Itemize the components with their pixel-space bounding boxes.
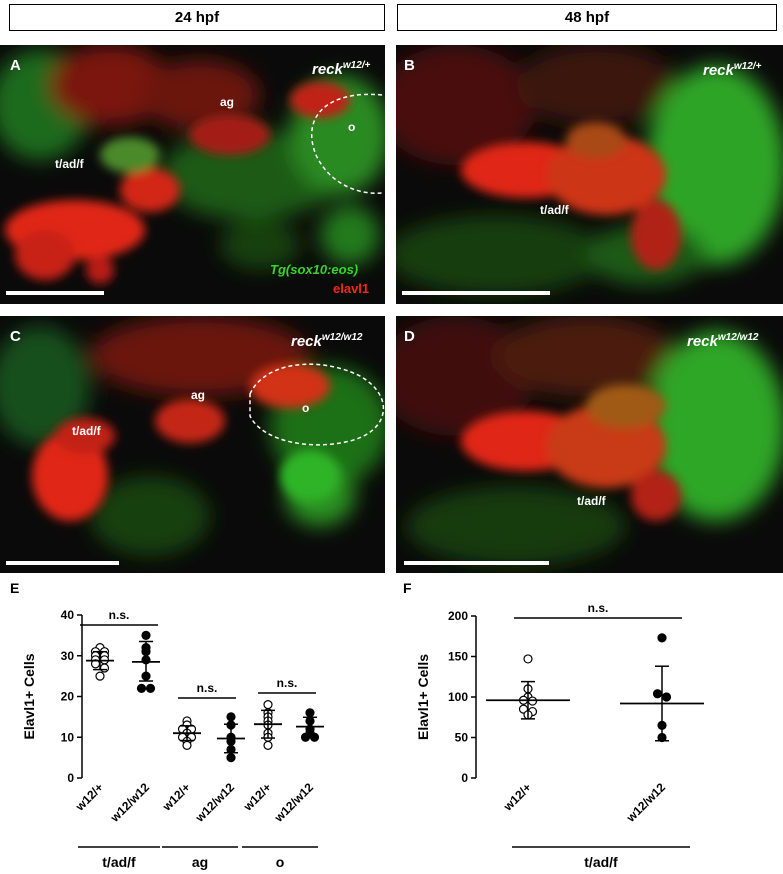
- group-label: ag: [192, 854, 208, 870]
- annotation-tadf: t/ad/f: [55, 157, 84, 171]
- data-point: [95, 671, 105, 681]
- significance-label: n.s.: [197, 681, 218, 695]
- data-point: [652, 689, 663, 699]
- data-point: [141, 630, 151, 640]
- group-label: t/ad/f: [584, 854, 618, 870]
- data-point: [300, 732, 311, 742]
- y-tick-label: 10: [61, 730, 75, 744]
- scale-bar: [402, 291, 550, 295]
- category-label: w12/w12: [192, 780, 237, 825]
- micrograph-panel-c: C reckw12/w12 t/ad/f ag o: [0, 316, 385, 573]
- genotype-label: reckw12/w12: [291, 332, 362, 350]
- y-tick-label: 150: [448, 650, 468, 664]
- y-tick-label: 0: [67, 771, 74, 785]
- scale-bar: [6, 291, 104, 295]
- header-24hpf: 24 hpf: [9, 4, 385, 31]
- data-point: [99, 663, 110, 673]
- annotation-tadf: t/ad/f: [577, 494, 606, 508]
- group-label: o: [276, 854, 285, 870]
- scale-bar: [404, 561, 549, 565]
- y-tick-label: 50: [455, 731, 469, 745]
- legend-green: Tg(sox10:eos): [270, 262, 359, 277]
- data-point: [305, 708, 315, 718]
- panel-letter-f: F: [403, 580, 412, 596]
- scale-bar: [6, 561, 119, 565]
- header-48hpf: 48 hpf: [397, 4, 777, 31]
- annotation-ag: ag: [220, 95, 235, 109]
- data-point: [657, 633, 667, 643]
- data-point: [263, 700, 273, 710]
- y-tick-label: 40: [61, 608, 75, 622]
- panel-letter: D: [404, 328, 415, 345]
- group-label: t/ad/f: [102, 854, 136, 870]
- data-point: [226, 712, 236, 722]
- micrograph-panel-a: A reckw12/+ t/ad/f ag o Tg(sox10:eos) el…: [0, 45, 385, 304]
- legend-red: elavl1: [333, 281, 370, 296]
- genotype-base: reck: [703, 62, 734, 79]
- category-label: w12/+: [72, 780, 106, 814]
- annotation-ag: ag: [191, 388, 206, 402]
- data-point: [309, 732, 320, 742]
- panel-letter: A: [10, 57, 21, 74]
- data-point: [523, 654, 533, 664]
- genotype-label: reckw12/w12: [687, 332, 758, 350]
- y-tick-label: 20: [61, 690, 75, 704]
- micrograph-panel-d: D reckw12/w12 t/ad/f: [396, 316, 783, 573]
- category-label: w12/+: [500, 780, 534, 814]
- micrograph-panel-b: B reckw12/+ t/ad/f: [396, 45, 783, 304]
- micrograph-c-image: [0, 316, 385, 573]
- y-tick-label: 0: [461, 771, 468, 785]
- significance-label: n.s.: [109, 608, 130, 622]
- header-24hpf-text: 24 hpf: [174, 9, 220, 26]
- data-point: [182, 740, 192, 750]
- data-point: [661, 692, 672, 702]
- significance-label: n.s.: [277, 676, 298, 690]
- genotype-base: reck: [291, 333, 322, 350]
- panel-letter: C: [10, 328, 21, 345]
- category-label: w12/w12: [107, 780, 152, 825]
- genotype-label: reckw12/+: [703, 61, 761, 79]
- data-point: [145, 683, 156, 693]
- genotype-base: reck: [687, 333, 718, 350]
- data-point: [136, 683, 147, 693]
- genotype-sup: w12/+: [342, 60, 371, 71]
- category-label: w12/+: [240, 780, 274, 814]
- panel-letter: B: [404, 57, 415, 74]
- y-tick-label: 30: [61, 649, 75, 663]
- category-label: w12/w12: [271, 780, 316, 825]
- category-label: w12/w12: [623, 780, 668, 825]
- genotype-label: reckw12/+: [312, 60, 370, 78]
- genotype-base: reck: [312, 61, 343, 78]
- otic-vesicle-outline: [310, 93, 383, 194]
- data-point: [263, 740, 273, 750]
- micrograph-a-image: [0, 45, 385, 304]
- genotype-sup: w12/w12: [717, 332, 759, 343]
- significance-label: n.s.: [588, 601, 609, 615]
- genotype-sup: w12/w12: [321, 332, 363, 343]
- micrograph-b-image: [396, 45, 783, 304]
- annotation-tadf: t/ad/f: [72, 424, 101, 438]
- annotation-tadf: t/ad/f: [540, 203, 569, 217]
- otic-vesicle-outline: [249, 363, 385, 446]
- micrograph-d-image: [396, 316, 783, 573]
- panel-letter-e: E: [10, 580, 20, 596]
- category-label: w12/+: [159, 780, 193, 814]
- y-tick-label: 200: [448, 609, 468, 623]
- header-48hpf-text: 48 hpf: [564, 9, 610, 26]
- annotation-o: o: [302, 401, 310, 415]
- data-point: [226, 753, 236, 763]
- genotype-sup: w12/+: [733, 61, 762, 72]
- annotation-o: o: [348, 120, 356, 134]
- chart-f: 0 50 100 150 200 Elavl1+ Cells w12/+ w12/w12 n.s…: [415, 601, 704, 870]
- y-axis-label: Elavl1+ Cells: [21, 653, 37, 739]
- y-axis-label: Elavl1+ Cells: [415, 654, 431, 740]
- y-tick-label: 100: [448, 690, 468, 704]
